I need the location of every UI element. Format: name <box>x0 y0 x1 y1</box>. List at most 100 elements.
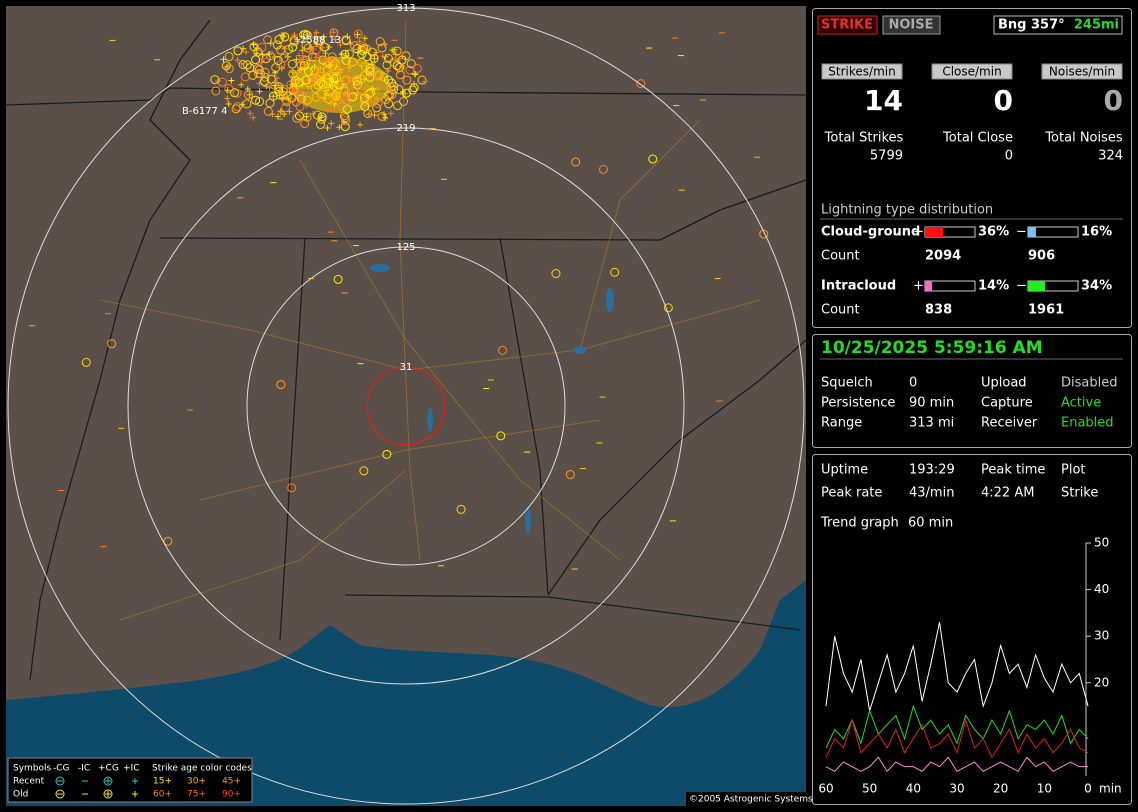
strike <box>361 35 368 42</box>
strike <box>344 49 354 59</box>
noise-button[interactable] <box>882 15 941 35</box>
state-borders <box>5 19 807 681</box>
total-label: Total Close <box>942 131 1013 146</box>
strike <box>232 102 242 112</box>
strike <box>327 61 337 71</box>
strike <box>364 73 371 80</box>
rate-value: 0 <box>1104 84 1123 117</box>
strike <box>374 70 384 80</box>
strike <box>349 86 356 93</box>
strike <box>422 78 429 85</box>
strike <box>354 31 361 38</box>
strike <box>636 79 646 89</box>
stat-text: Plot <box>1061 463 1086 478</box>
strike <box>417 75 427 85</box>
strike <box>351 74 361 84</box>
strike <box>263 35 273 45</box>
strike <box>81 357 91 367</box>
strike <box>294 36 301 43</box>
strike <box>253 50 260 57</box>
rate-button[interactable] <box>821 63 903 80</box>
strike <box>341 36 351 46</box>
setting-text: 90 min <box>909 396 954 411</box>
strike <box>372 103 382 113</box>
strike <box>369 85 376 92</box>
bearing-box <box>993 15 1123 35</box>
strike <box>299 61 309 71</box>
strike <box>251 55 261 65</box>
strike <box>273 75 280 82</box>
strike <box>324 57 331 64</box>
count-label: Count <box>821 303 860 318</box>
strike <box>333 93 340 100</box>
strike <box>303 67 313 77</box>
strike <box>316 78 326 88</box>
strike <box>402 75 412 85</box>
strike <box>345 74 352 81</box>
strike <box>362 52 372 62</box>
y-tick-label: 50 <box>1094 536 1109 550</box>
type-label: Cloud-ground <box>821 225 920 240</box>
x-tick-label: 20 <box>993 782 1008 796</box>
strike <box>386 82 396 92</box>
strike <box>296 67 303 74</box>
strike <box>265 98 275 108</box>
strike <box>276 45 286 55</box>
trend-value: 60 min <box>908 516 953 531</box>
strike <box>381 41 388 48</box>
strike <box>242 60 252 70</box>
strike <box>274 113 281 120</box>
strike <box>571 157 581 167</box>
strike <box>323 87 330 94</box>
x-tick-label: 10 <box>1037 782 1052 796</box>
strike <box>337 41 344 48</box>
setting-text: Squelch <box>821 376 873 391</box>
stat-text: Peak time <box>981 463 1045 478</box>
x-tick-label: 60 <box>818 782 833 796</box>
strike <box>211 86 221 96</box>
strike <box>377 111 387 121</box>
percent: 34% <box>1081 279 1112 294</box>
copyright-bg <box>686 792 806 806</box>
storm-label: 2588 13 <box>300 35 341 46</box>
strike <box>314 75 324 85</box>
strike <box>254 45 261 52</box>
strike <box>369 53 379 63</box>
legend-symbols <box>55 776 138 799</box>
strike-button[interactable] <box>817 15 878 35</box>
rate-button[interactable] <box>1041 63 1123 80</box>
strike <box>358 45 368 55</box>
rate-button[interactable] <box>931 63 1013 80</box>
strike <box>242 49 249 56</box>
strike <box>610 267 620 277</box>
strike <box>383 91 393 101</box>
strike <box>365 72 375 82</box>
strike <box>225 100 232 107</box>
strike <box>382 114 389 121</box>
strike <box>310 110 317 117</box>
total-label: Total Strikes <box>824 131 904 146</box>
strike <box>353 29 363 39</box>
strike <box>360 61 370 71</box>
strike <box>292 113 302 123</box>
strike <box>383 54 393 64</box>
strike <box>276 60 286 70</box>
strike <box>373 95 380 102</box>
legend-text: Recent <box>13 777 45 787</box>
strike <box>412 70 419 77</box>
strike <box>256 88 263 95</box>
count: 2094 <box>925 249 961 264</box>
count: 838 <box>925 303 952 318</box>
strike <box>233 46 243 56</box>
strike <box>336 82 343 89</box>
setting-text: Range <box>821 416 862 431</box>
strike <box>337 101 347 111</box>
legend-text: 90+ <box>222 790 241 800</box>
strike <box>598 164 608 174</box>
gulf <box>6 580 806 806</box>
strike <box>270 80 280 90</box>
strike <box>271 69 278 76</box>
strike <box>663 303 673 313</box>
map: 313 219 125 31 B-6177 4 2588 13 Symbols … <box>5 3 813 806</box>
datetime: 10/25/2025 5:59:16 AM <box>821 338 1043 358</box>
